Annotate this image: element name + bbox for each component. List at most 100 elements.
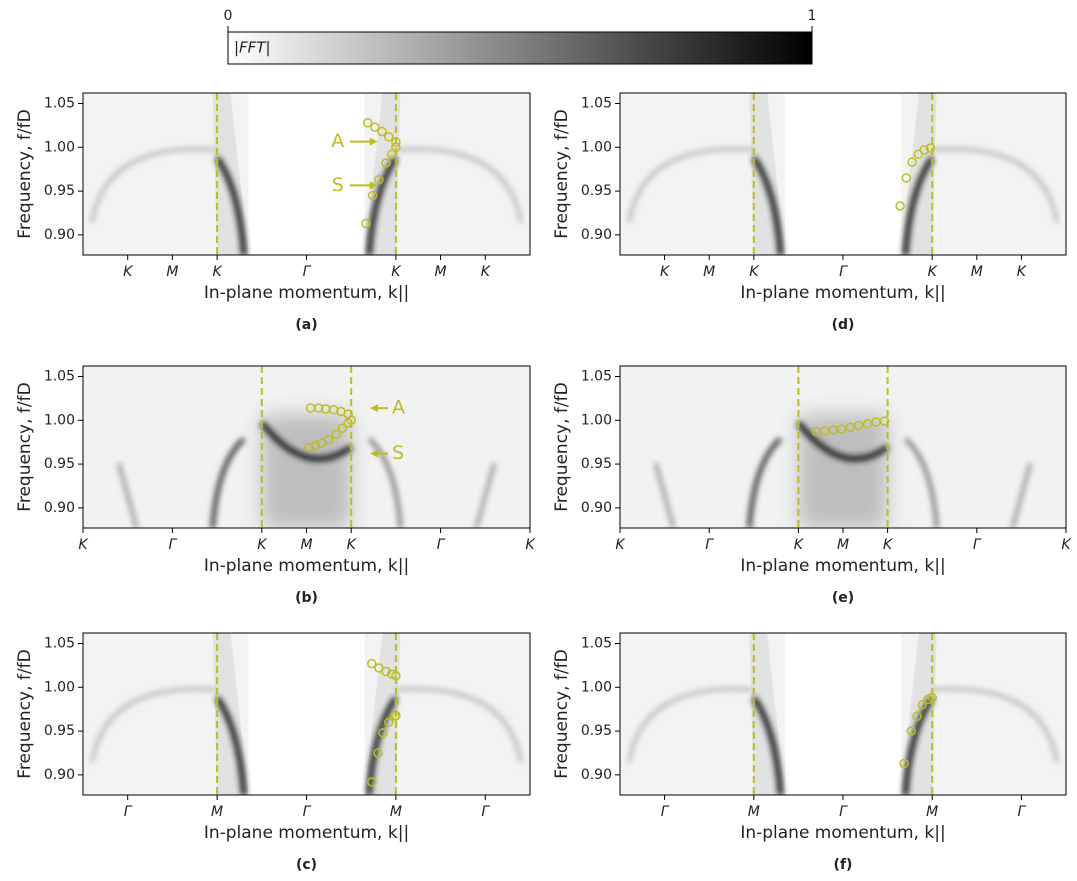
panel: 0.90 0.95 1.00 1.05 K M K Γ K M K In-plane momentum… bbox=[552, 92, 1067, 333]
y-tick-label: 0.95 bbox=[44, 456, 75, 472]
data-point bbox=[331, 429, 341, 440]
band bbox=[474, 462, 497, 528]
annotation: S bbox=[392, 442, 404, 464]
arc bbox=[626, 686, 754, 763]
x-tick-label: Γ bbox=[839, 264, 848, 280]
y-tick-label: 1.00 bbox=[44, 139, 75, 155]
annotation: A bbox=[331, 130, 344, 152]
x-tick-label: K bbox=[660, 264, 671, 280]
x-tick-label: K bbox=[123, 264, 134, 280]
x-tick-label: Γ bbox=[168, 537, 177, 553]
y-tick-label: 1.05 bbox=[44, 369, 75, 385]
data-point bbox=[391, 142, 401, 153]
arrow-head bbox=[369, 181, 378, 190]
panel-label: (d) bbox=[832, 317, 855, 333]
y-tick-label: 1.05 bbox=[581, 369, 612, 385]
heatmap-clear bbox=[248, 93, 365, 255]
x-tick-label: M bbox=[166, 264, 178, 280]
data-point bbox=[907, 157, 917, 167]
x-tick-label: M bbox=[390, 804, 402, 820]
x-tick-label: K bbox=[794, 537, 805, 553]
arc bbox=[395, 686, 524, 763]
data-point bbox=[912, 711, 922, 721]
data-point bbox=[303, 442, 314, 453]
panel-label: (e) bbox=[832, 590, 854, 606]
y-tick-label: 0.95 bbox=[44, 183, 75, 199]
data-point bbox=[862, 419, 873, 429]
x-tick-label: K bbox=[1017, 264, 1028, 280]
arc bbox=[932, 146, 1060, 223]
x-tick-label: Γ bbox=[303, 264, 312, 280]
colorbar-tick-label: 1 bbox=[808, 8, 817, 24]
data-point bbox=[836, 424, 847, 434]
x-tick-label: Γ bbox=[437, 537, 446, 553]
x-tick-label: K bbox=[257, 537, 268, 553]
y-axis-label: Frequency, f/fD bbox=[552, 109, 572, 238]
panel: 0.90 0.95 1.00 1.05 K M K Γ K M K In-plane momentum… bbox=[15, 92, 531, 333]
band bbox=[1010, 462, 1033, 528]
y-tick-label: 1.05 bbox=[44, 636, 75, 652]
y-tick-label: 1.00 bbox=[581, 679, 612, 695]
band bbox=[259, 420, 353, 462]
panel: 0.90 0.95 1.00 1.05 K Γ K M K Γ K In-plane momentum… bbox=[552, 365, 1072, 606]
data-point bbox=[906, 726, 916, 736]
panel: 0.90 0.95 1.00 1.05 Γ M Γ M Γ In-plane momentum, … bbox=[552, 632, 1067, 873]
data-point bbox=[383, 717, 394, 728]
y-tick-label: 0.95 bbox=[581, 456, 612, 472]
data-point bbox=[919, 145, 929, 155]
x-tick-label: M bbox=[926, 804, 938, 820]
y-axis-label: Frequency, f/fD bbox=[15, 109, 35, 238]
panel-label: (a) bbox=[295, 317, 317, 333]
heatmap-clear bbox=[785, 93, 901, 255]
x-tick-label: K bbox=[615, 537, 626, 553]
panel: 0.90 0.95 1.00 1.05 K Γ K M K Γ K In-plane momentum… bbox=[15, 365, 536, 606]
band bbox=[210, 437, 246, 528]
x-tick-label: Γ bbox=[705, 537, 714, 553]
y-tick-label: 0.90 bbox=[44, 227, 75, 243]
band bbox=[367, 437, 403, 528]
arrow-head bbox=[369, 137, 378, 146]
band bbox=[751, 696, 784, 795]
data-point bbox=[381, 158, 391, 168]
x-tick-label: M bbox=[703, 264, 715, 280]
data-point bbox=[895, 201, 905, 211]
y-tick-label: 1.05 bbox=[581, 636, 612, 652]
x-tick-label: Γ bbox=[1017, 804, 1026, 820]
arrow-head bbox=[370, 449, 379, 458]
data-point bbox=[899, 758, 909, 769]
x-tick-label: Γ bbox=[973, 537, 982, 553]
arc bbox=[395, 146, 524, 223]
center-glow bbox=[261, 414, 352, 528]
y-tick-label: 0.95 bbox=[581, 183, 612, 199]
panel-label: (f) bbox=[834, 857, 853, 873]
y-tick-label: 1.00 bbox=[44, 679, 75, 695]
x-axis-label: In-plane momentum, k|| bbox=[740, 283, 945, 303]
annotation: S bbox=[332, 174, 344, 196]
y-tick-label: 0.90 bbox=[581, 500, 612, 516]
heatmap bbox=[620, 633, 1066, 795]
data-point bbox=[925, 143, 936, 153]
data-point bbox=[337, 423, 348, 433]
x-tick-label: M bbox=[300, 537, 312, 553]
data-point bbox=[845, 422, 855, 433]
colorbar-label: |FFT| bbox=[234, 39, 271, 57]
x-tick-label: K bbox=[78, 537, 89, 553]
x-tick-label: K bbox=[481, 264, 492, 280]
data-point bbox=[383, 132, 394, 142]
data-point bbox=[927, 693, 937, 703]
data-point bbox=[378, 728, 388, 738]
x-axis-label: In-plane momentum, k|| bbox=[204, 283, 409, 303]
annotation: A bbox=[392, 397, 405, 419]
heatmap bbox=[83, 366, 530, 528]
data-point bbox=[367, 777, 377, 787]
y-tick-label: 1.00 bbox=[581, 139, 612, 155]
data-point bbox=[390, 711, 400, 721]
data-point bbox=[391, 671, 401, 681]
y-axis-label: Frequency, f/fD bbox=[15, 649, 35, 778]
data-point bbox=[917, 700, 928, 710]
heatmap-clear bbox=[785, 633, 901, 795]
y-tick-label: 0.90 bbox=[581, 227, 612, 243]
band bbox=[902, 696, 935, 795]
data-point bbox=[853, 420, 864, 431]
arc bbox=[89, 146, 218, 223]
